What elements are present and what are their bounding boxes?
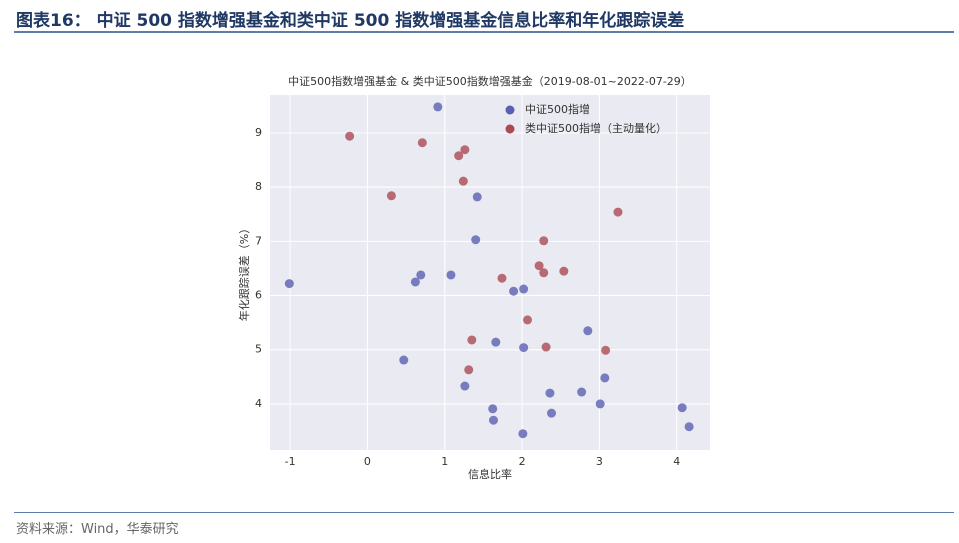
plot-area (270, 95, 710, 450)
point (677, 403, 687, 413)
point (488, 404, 498, 414)
chart-title: 中证500指数增强基金 & 类中证500指数增强基金（2019-08-01~20… (288, 74, 692, 88)
footer-rule (14, 512, 954, 513)
point (471, 235, 481, 245)
point (284, 279, 294, 289)
x-tick-label: 2 (519, 455, 526, 468)
point (410, 277, 420, 287)
point (454, 151, 464, 161)
point (433, 102, 443, 112)
point (601, 345, 611, 355)
point (545, 388, 555, 398)
y-tick-label: 8 (255, 180, 262, 193)
point (472, 192, 482, 202)
legend-label: 中证500指增 (525, 102, 590, 116)
y-tick-label: 9 (255, 126, 262, 139)
point (559, 266, 569, 276)
point (399, 355, 409, 365)
point (464, 365, 474, 375)
y-axis-label: 年化跟踪误差（%） (237, 223, 251, 321)
point (509, 286, 519, 296)
point (467, 335, 477, 345)
point (345, 131, 355, 141)
point (417, 138, 427, 148)
point (523, 315, 533, 325)
x-tick-label: 4 (673, 455, 680, 468)
point (583, 326, 593, 336)
x-tick-label: 0 (364, 455, 371, 468)
y-tick-label: 6 (255, 289, 262, 302)
point (539, 236, 549, 246)
point (446, 270, 456, 280)
point (546, 408, 556, 418)
point (684, 422, 694, 432)
y-tick-label: 7 (255, 234, 262, 247)
report-title: 图表16： 中证 500 指数增强基金和类中证 500 指数增强基金信息比率和年… (16, 11, 685, 31)
y-tick-label: 4 (255, 397, 262, 410)
point (497, 273, 507, 283)
point (386, 191, 396, 201)
header-rule (14, 31, 954, 33)
point (519, 343, 529, 353)
point (595, 399, 605, 409)
x-tick-label: -1 (285, 455, 296, 468)
point (541, 342, 551, 352)
point (600, 373, 610, 383)
y-tick-label: 5 (255, 343, 262, 356)
chart: 中证500指数增强基金 & 类中证500指数增强基金（2019-08-01~20… (237, 74, 710, 481)
point (534, 261, 544, 271)
point (460, 145, 470, 155)
legend-marker (505, 124, 515, 134)
legend-label: 类中证500指增（主动量化） (525, 121, 667, 135)
point (458, 176, 468, 186)
legend-marker (505, 105, 515, 115)
x-tick-label: 3 (596, 455, 603, 468)
point (488, 415, 498, 425)
point (577, 387, 587, 397)
point (613, 207, 623, 217)
x-tick-label: 1 (441, 455, 448, 468)
point (491, 337, 501, 347)
point (539, 268, 549, 278)
point (460, 381, 470, 391)
point (518, 429, 528, 439)
point (519, 284, 529, 294)
source-note: 资料来源：Wind，华泰研究 (16, 522, 179, 537)
point (416, 270, 426, 280)
x-axis-label: 信息比率 (468, 467, 512, 481)
